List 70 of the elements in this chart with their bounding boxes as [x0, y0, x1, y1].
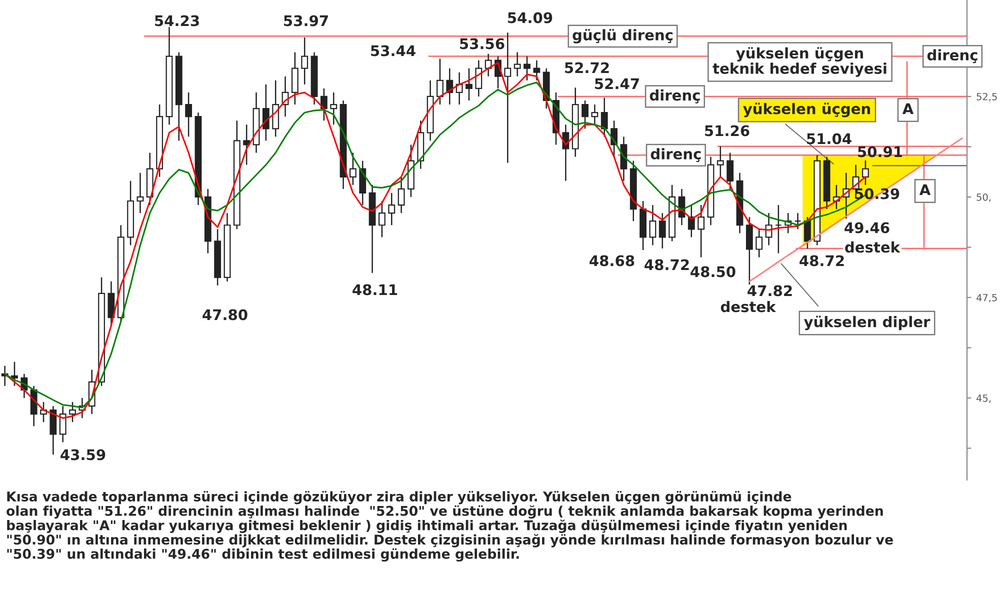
candlestick [794, 212, 802, 230]
annotation: 48.11 [352, 284, 398, 296]
candlestick [398, 176, 405, 214]
candlestick [726, 152, 734, 190]
annotation: 49.46 [844, 222, 890, 234]
candlestick [436, 58, 444, 106]
annotation: A [919, 184, 931, 196]
annotation: 54.23 [155, 15, 199, 26]
annotation: 51.04 [807, 133, 852, 144]
annotation: 48.50 [690, 266, 736, 278]
candlestick [69, 401, 76, 423]
annotation: 48.72 [800, 255, 844, 266]
candlestick [475, 60, 482, 98]
candlestick [658, 212, 666, 250]
candlestick [698, 204, 705, 258]
candlestick [350, 152, 356, 186]
candlestick [804, 216, 811, 250]
y-tick-label: 52,5 [976, 92, 997, 102]
annotation: 52.72 [565, 62, 609, 74]
candlestick [11, 361, 18, 387]
annotation: 53.97 [284, 15, 328, 26]
annotation: A [902, 103, 914, 114]
y-tick-label: 45, [976, 394, 991, 403]
candlestick [330, 92, 338, 126]
annotation: 53.44 [371, 45, 416, 56]
annotation: 48.68 [590, 255, 634, 266]
candlestick [243, 124, 250, 166]
candlestick [320, 88, 328, 122]
candlestick [649, 204, 656, 246]
candlestick [136, 172, 144, 214]
annotation: 53.56 [460, 38, 504, 50]
candlestick [504, 32, 512, 164]
candlestick [756, 228, 763, 258]
candlestick [600, 97, 608, 138]
annotation: 54.09 [508, 12, 552, 24]
candlestick [862, 160, 869, 186]
candlestick [774, 204, 782, 254]
candlestick [514, 52, 521, 78]
candlestick [582, 100, 588, 130]
candlestick [524, 56, 530, 82]
ref-line-label: direnç [650, 148, 701, 162]
annotation: 47.80 [202, 309, 248, 320]
annotation: 51.26 [705, 125, 750, 136]
candlestick [59, 405, 66, 443]
candlestick [378, 200, 386, 238]
ref-line-label: direnç [650, 89, 700, 104]
annotation: destek [720, 300, 776, 312]
candlestick [716, 146, 724, 178]
candlestick [466, 68, 472, 102]
ref-line-label: direnç [927, 49, 978, 64]
annotation: 47.82 [748, 285, 792, 296]
ref-line-label: güçlü direnç [572, 28, 673, 44]
annotation: 43.59 [60, 449, 106, 460]
text: Kısa vadede toparlanma süreci içinde gözüküyor zira dipler yükseliyor. Yükselen üçgen görünümü içinde olan fiyatta "51.26" direncinin aşılması halinde "52.50" ve üstüne doğru ( teknik anlamda bakarsak kopma yerinden başlayarak "A" kadar yukarıya gitmesi beklenir ) gidiş ihtimali artar. Tuzağa düşülmemesi içinde fiyatın yeniden "50.90" ın altına inmemesine dijkkat edilmelidir. Destek çizgisinin aşağı yönde kırılması halinde formasyon bozulur ve "50.39" un altındaki "49.46" dibinin test edilmesi gündeme gelebilir. [6, 491, 893, 562]
annotation: yükselen üçgen [743, 102, 870, 118]
y-tick-label: 47,5 [976, 294, 997, 302]
y-tick-label: 50, [976, 193, 991, 202]
annotation: 48.72 [644, 259, 689, 270]
candlestick [388, 192, 396, 226]
ref-line-label: destek [845, 241, 900, 253]
candlestick [262, 84, 270, 142]
candlestick [456, 72, 463, 106]
candlestick [591, 104, 598, 126]
annotation: 52.47 [595, 78, 639, 90]
annotation: yükselen dipler [804, 316, 930, 330]
candlestick [533, 60, 540, 82]
candlestick [484, 53, 492, 78]
annotation: yükselen üçgen teknik hedef seviyesi [712, 47, 886, 77]
candlestick [185, 92, 192, 138]
candlestick [301, 36, 308, 86]
